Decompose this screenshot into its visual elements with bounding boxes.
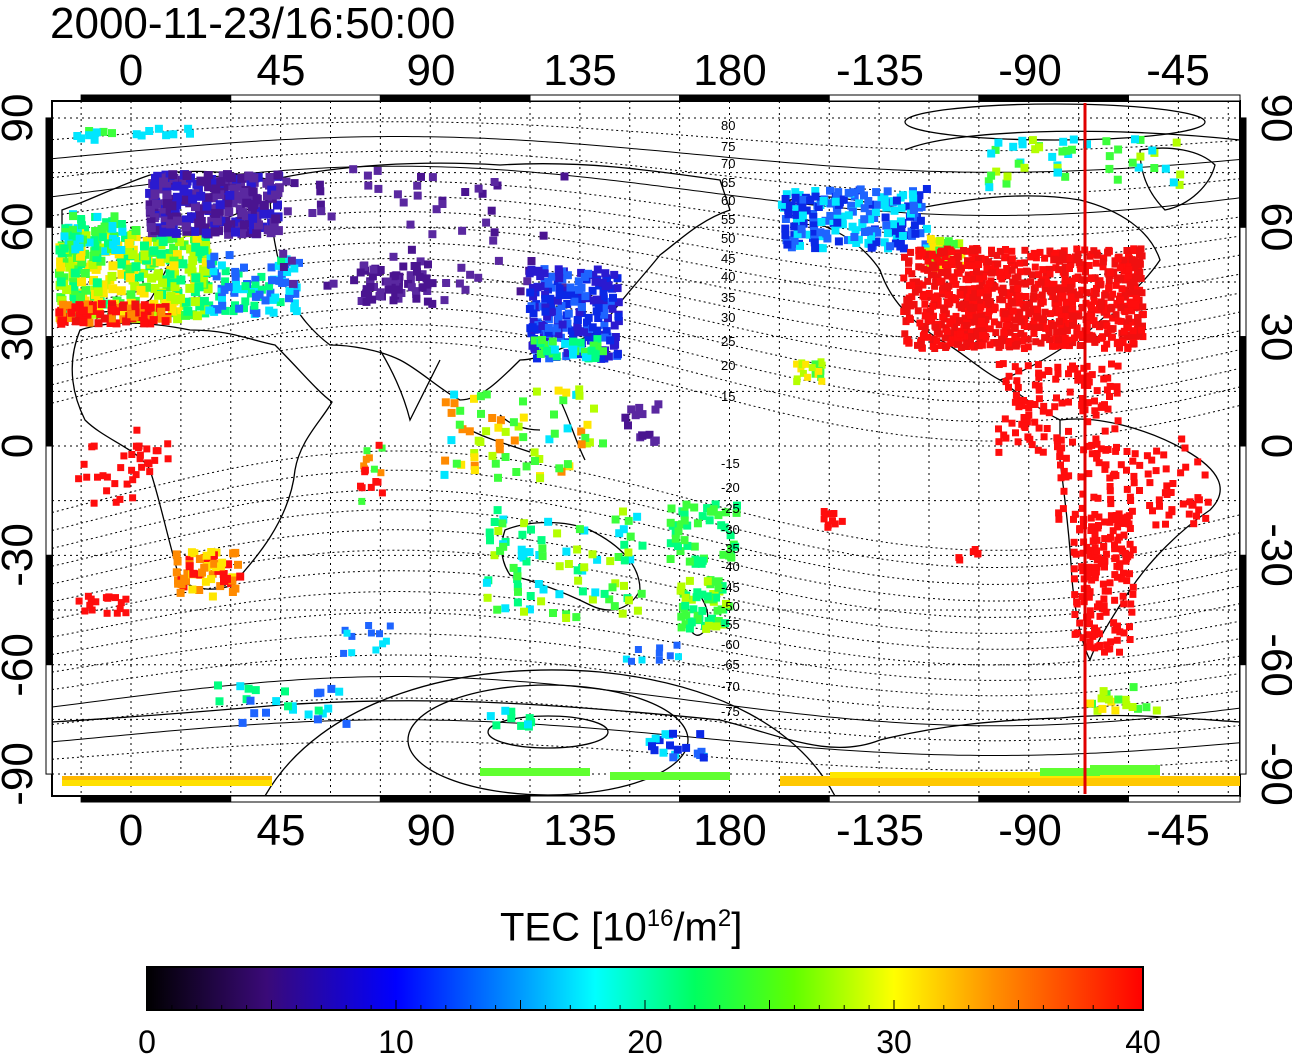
left-lat-label: -60 bbox=[0, 633, 42, 697]
colorbar-tick-label: 40 bbox=[1125, 1024, 1161, 1057]
left-lat-label: 30 bbox=[0, 313, 42, 362]
right-lat-label: -90 bbox=[1252, 742, 1292, 806]
contour-label: 15 bbox=[721, 389, 735, 404]
left-latitude-labels: 90 60 30 0 -30 -60 -90 bbox=[0, 94, 42, 806]
contour-label: -75 bbox=[721, 704, 740, 719]
colorbar-ticks: 0 10 20 30 40 bbox=[138, 1000, 1161, 1057]
right-lat-label: 90 bbox=[1252, 94, 1292, 143]
right-lat-label: -60 bbox=[1252, 633, 1292, 697]
contour-label: -15 bbox=[721, 456, 740, 471]
left-lat-label: 90 bbox=[0, 94, 42, 143]
right-lat-label: -30 bbox=[1252, 523, 1292, 587]
contour-label: -35 bbox=[721, 541, 740, 556]
bottom-lon-label: 135 bbox=[543, 806, 616, 855]
contour-label: -20 bbox=[721, 480, 740, 495]
contour-label: 60 bbox=[721, 193, 735, 208]
right-latitude-labels: 90 60 30 0 -30 -60 -90 bbox=[1252, 94, 1292, 806]
top-lon-label: 135 bbox=[543, 46, 616, 95]
bottom-lon-label: -135 bbox=[836, 806, 924, 855]
top-lon-label: 45 bbox=[257, 46, 306, 95]
bottom-lon-label: 0 bbox=[119, 806, 143, 855]
top-lon-label: 180 bbox=[693, 46, 766, 95]
bottom-lon-label: -45 bbox=[1146, 806, 1210, 855]
bottom-lon-label: 45 bbox=[257, 806, 306, 855]
top-lon-label: -90 bbox=[998, 46, 1062, 95]
contour-label: -30 bbox=[721, 522, 740, 537]
left-lat-label: -30 bbox=[0, 523, 42, 587]
bottom-lon-label: 180 bbox=[693, 806, 766, 855]
contour-label: -55 bbox=[721, 617, 740, 632]
colorbar-title: TEC [1016/m2] bbox=[500, 905, 743, 950]
frame-tick-bars bbox=[45, 94, 1247, 803]
right-lat-label: 30 bbox=[1252, 313, 1292, 362]
left-lat-label: -90 bbox=[0, 742, 42, 806]
contour-label: 20 bbox=[721, 358, 735, 373]
map-title: 2000-11-23/16:50:00 bbox=[50, 0, 456, 48]
contour-label: -50 bbox=[721, 599, 740, 614]
contour-label: 45 bbox=[721, 251, 735, 266]
left-lat-label: 0 bbox=[0, 434, 42, 458]
top-lon-label: -135 bbox=[836, 46, 924, 95]
bottom-lon-label: 90 bbox=[407, 806, 456, 855]
contour-labels: 80 75 70 65 60 55 50 45 40 35 30 25 20 15 -15 -20 -25 -30… bbox=[721, 118, 740, 719]
bottom-longitude-labels: 0 45 90 135 180 -135 -90 -45 bbox=[119, 806, 1210, 855]
contour-label: 75 bbox=[721, 139, 735, 154]
top-lon-label: 90 bbox=[407, 46, 456, 95]
contour-label: -40 bbox=[721, 559, 740, 574]
contour-label: 55 bbox=[721, 212, 735, 227]
contour-label: -25 bbox=[721, 501, 740, 516]
contour-label: -65 bbox=[721, 657, 740, 672]
contour-label: 40 bbox=[721, 269, 735, 284]
contour-label: -70 bbox=[721, 679, 740, 694]
colorbar-tick-label: 20 bbox=[627, 1024, 663, 1057]
top-lon-label: -45 bbox=[1146, 46, 1210, 95]
contour-label: 30 bbox=[721, 310, 735, 325]
contour-label: 35 bbox=[721, 290, 735, 305]
contour-label: 70 bbox=[721, 156, 735, 171]
top-longitude-labels: 0 45 90 135 180 -135 -90 -45 bbox=[119, 46, 1210, 95]
contour-label: 80 bbox=[721, 118, 735, 133]
contour-label: -60 bbox=[721, 637, 740, 652]
tec-data-pixels bbox=[55, 124, 1240, 786]
right-lat-label: 60 bbox=[1252, 203, 1292, 252]
right-lat-label: 0 bbox=[1252, 434, 1292, 458]
colorbar-tick-label: 0 bbox=[138, 1024, 156, 1057]
top-lon-label: 0 bbox=[119, 46, 143, 95]
contour-label: -45 bbox=[721, 580, 740, 595]
left-lat-label: 60 bbox=[0, 203, 42, 252]
contour-label: 65 bbox=[721, 175, 735, 190]
contour-label: 25 bbox=[721, 334, 735, 349]
contour-label: 50 bbox=[721, 231, 735, 246]
colorbar-tick-label: 10 bbox=[378, 1024, 414, 1057]
colorbar-tick-label: 30 bbox=[876, 1024, 912, 1057]
bottom-lon-label: -90 bbox=[998, 806, 1062, 855]
